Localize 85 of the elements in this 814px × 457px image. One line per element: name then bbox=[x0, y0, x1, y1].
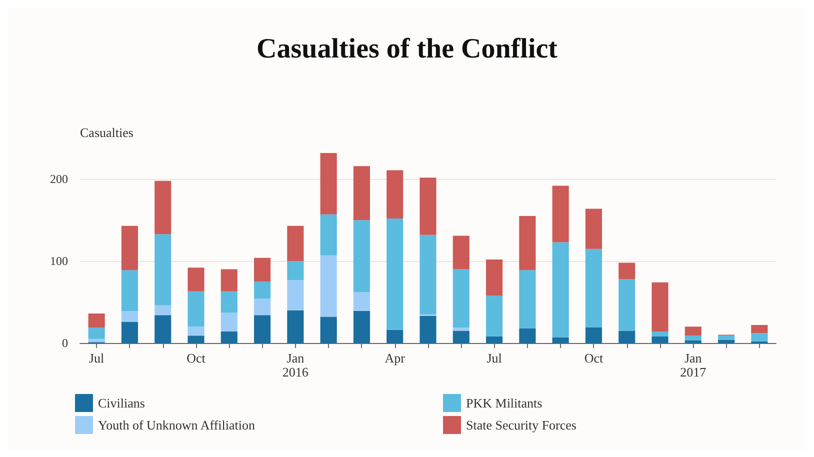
bar bbox=[320, 316, 337, 343]
x-tick-label: Jan 2016 bbox=[282, 350, 309, 380]
bar bbox=[618, 330, 636, 343]
bar bbox=[254, 315, 271, 343]
bar bbox=[287, 310, 304, 343]
legend-label: Youth of Unknown Affiliation bbox=[98, 418, 256, 432]
bar bbox=[751, 324, 768, 334]
bar bbox=[585, 327, 602, 343]
bar bbox=[652, 336, 668, 343]
bar bbox=[486, 259, 503, 296]
bar bbox=[220, 291, 238, 313]
bar bbox=[287, 261, 304, 280]
y-tick-label: 100 bbox=[50, 254, 68, 268]
bar bbox=[486, 296, 503, 336]
x-tick-label: Jul bbox=[88, 350, 105, 366]
bar bbox=[585, 208, 602, 249]
bar bbox=[220, 312, 238, 332]
bar bbox=[353, 220, 370, 292]
bar bbox=[718, 336, 735, 340]
bar bbox=[121, 322, 138, 343]
bar bbox=[188, 326, 204, 336]
bar bbox=[320, 214, 337, 256]
bar bbox=[718, 340, 735, 343]
bar bbox=[353, 166, 370, 220]
bar bbox=[684, 336, 702, 341]
bar bbox=[88, 327, 105, 339]
bar bbox=[220, 269, 238, 292]
x-tick-label: Apr bbox=[384, 350, 406, 366]
bar bbox=[420, 178, 436, 235]
bar bbox=[552, 337, 569, 343]
bar bbox=[353, 311, 370, 343]
bar bbox=[88, 338, 105, 342]
bar bbox=[188, 291, 204, 327]
legend-label: State Security Forces bbox=[466, 418, 576, 432]
bar bbox=[353, 292, 370, 312]
bar bbox=[452, 236, 470, 270]
bar bbox=[386, 218, 404, 330]
bar bbox=[188, 336, 204, 343]
bar bbox=[386, 330, 404, 343]
y-tick-label: 0 bbox=[62, 336, 68, 350]
bar bbox=[452, 327, 470, 331]
bar bbox=[88, 314, 105, 328]
bar bbox=[188, 268, 204, 292]
bar bbox=[287, 226, 304, 262]
bar bbox=[519, 270, 536, 328]
bar bbox=[254, 298, 271, 316]
x-tick-label: Oct bbox=[584, 350, 604, 366]
x-tick-label: Jan 2017 bbox=[680, 350, 707, 380]
legend-label: PKK Militants bbox=[466, 396, 542, 410]
bar bbox=[121, 226, 138, 270]
bar bbox=[154, 180, 172, 234]
bar bbox=[552, 186, 569, 242]
bar bbox=[386, 170, 404, 219]
bar bbox=[652, 332, 668, 336]
bar bbox=[519, 216, 536, 270]
bar bbox=[420, 234, 436, 314]
bar bbox=[652, 282, 668, 332]
bar bbox=[320, 153, 337, 214]
bar bbox=[519, 328, 536, 343]
bar bbox=[452, 330, 470, 343]
y-axis-title: Casualties bbox=[80, 125, 134, 140]
bar bbox=[220, 332, 238, 343]
chart-title: Casualties of the Conflict bbox=[256, 34, 558, 64]
bar bbox=[121, 311, 138, 322]
bar bbox=[254, 282, 271, 299]
bar bbox=[420, 316, 436, 343]
bar bbox=[751, 333, 768, 342]
bar bbox=[154, 234, 172, 306]
bar bbox=[684, 326, 702, 336]
bar bbox=[486, 336, 503, 343]
x-tick-label: Oct bbox=[186, 350, 206, 366]
bar bbox=[320, 255, 337, 317]
bar bbox=[154, 305, 172, 316]
bar bbox=[585, 248, 602, 328]
legend-label: Civilians bbox=[98, 396, 145, 410]
bar bbox=[254, 258, 271, 282]
bar bbox=[618, 262, 636, 280]
bar bbox=[287, 280, 304, 310]
bar bbox=[154, 315, 172, 343]
bar bbox=[552, 242, 569, 338]
x-tick-label: Jul bbox=[486, 350, 502, 366]
bar bbox=[121, 270, 138, 312]
bar bbox=[618, 279, 636, 331]
y-tick-label: 200 bbox=[50, 172, 68, 186]
bar bbox=[452, 269, 470, 328]
